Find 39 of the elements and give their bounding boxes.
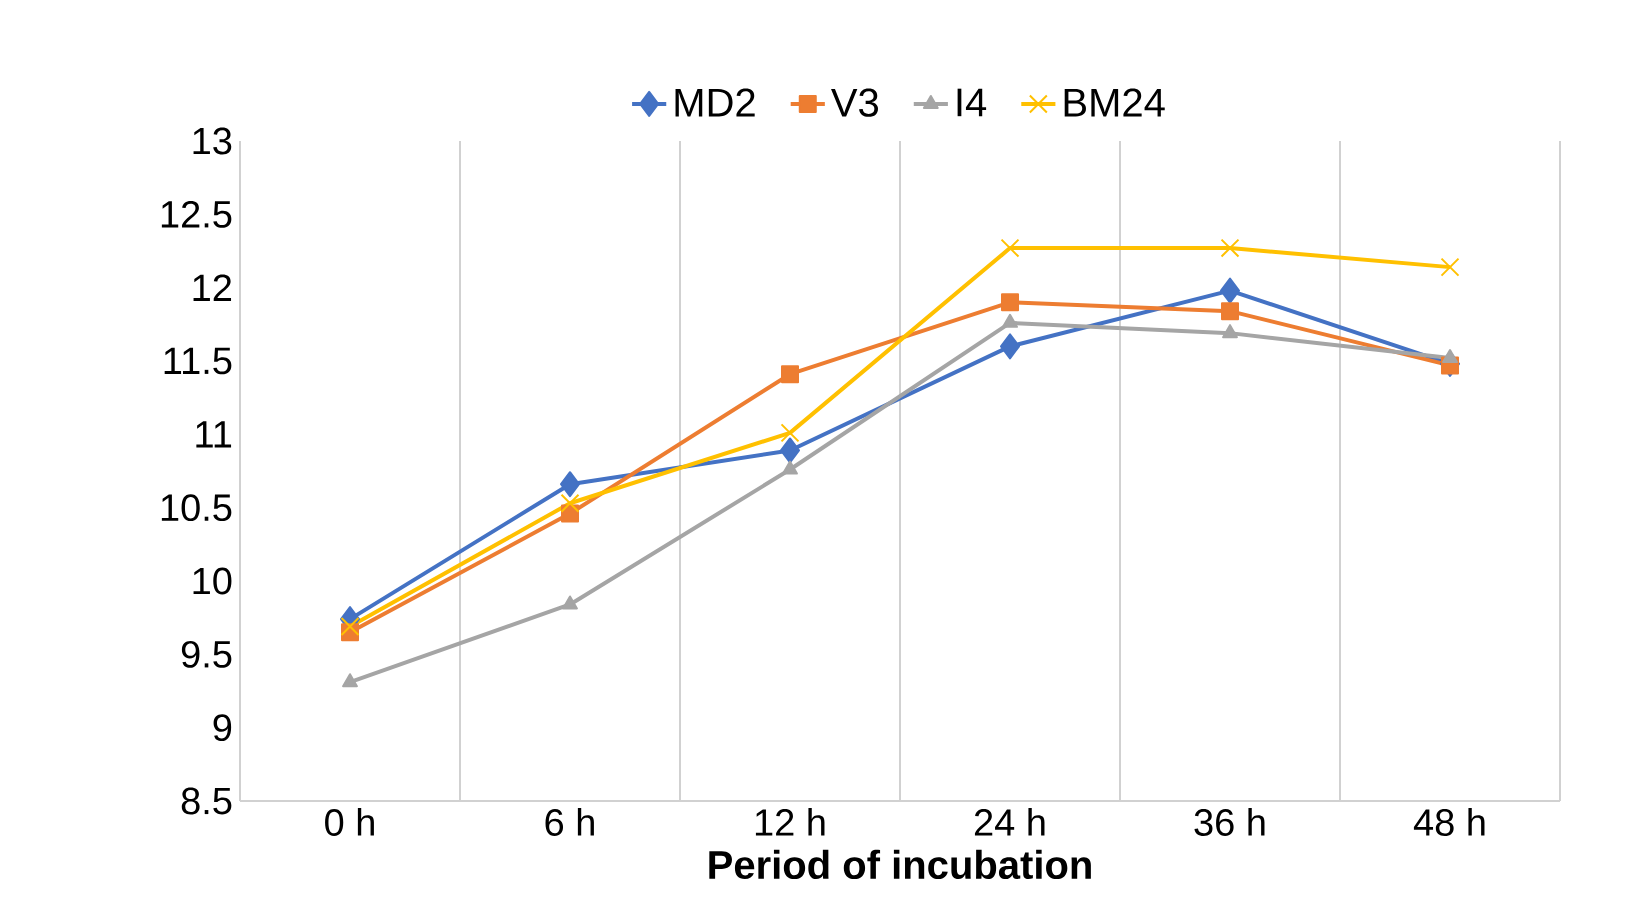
y-tick-label: 11.5 — [164, 347, 232, 375]
point — [1000, 238, 1020, 258]
x-tick-label: 0 h — [325, 808, 374, 836]
y-tick-label: 12 — [193, 274, 232, 301]
point — [342, 673, 358, 688]
legend-label: BM24 — [1064, 88, 1165, 117]
x-tick-label: 36 h — [1194, 808, 1265, 836]
point — [562, 595, 578, 610]
legend-label: I4 — [957, 88, 987, 117]
y-tick-label: 9 — [213, 714, 232, 742]
y-tick-label: 12.5 — [161, 200, 232, 228]
point — [560, 471, 581, 498]
point — [1001, 293, 1020, 312]
point — [780, 423, 800, 443]
point — [1440, 257, 1460, 277]
point — [782, 460, 798, 475]
point — [560, 493, 580, 513]
x-tick-label: 48 h — [1413, 808, 1485, 836]
y-tick-label: 8.5 — [181, 787, 232, 815]
point — [340, 616, 360, 636]
point — [1000, 333, 1021, 360]
y-tick-label: 9.5 — [181, 640, 232, 668]
point — [1220, 238, 1240, 258]
y-tick-label: 10 — [193, 567, 232, 595]
legend-label: V3 — [831, 88, 878, 117]
x-tick-label: 24 h — [974, 808, 1045, 836]
x-tick-label: 6 h — [545, 808, 594, 836]
x-axis-title: Period of incubation — [709, 849, 1091, 880]
point — [780, 437, 801, 464]
y-tick-label: 11 — [196, 421, 232, 448]
point — [781, 365, 800, 384]
legend-label: MD2 — [675, 88, 755, 117]
point — [1220, 277, 1240, 304]
x-tick-label: 12 h — [755, 808, 825, 836]
point — [1222, 324, 1238, 339]
point — [1221, 302, 1240, 321]
y-tick-label: 10.5 — [161, 494, 232, 522]
point — [1442, 349, 1458, 364]
y-tick-label: 13 — [193, 127, 232, 155]
